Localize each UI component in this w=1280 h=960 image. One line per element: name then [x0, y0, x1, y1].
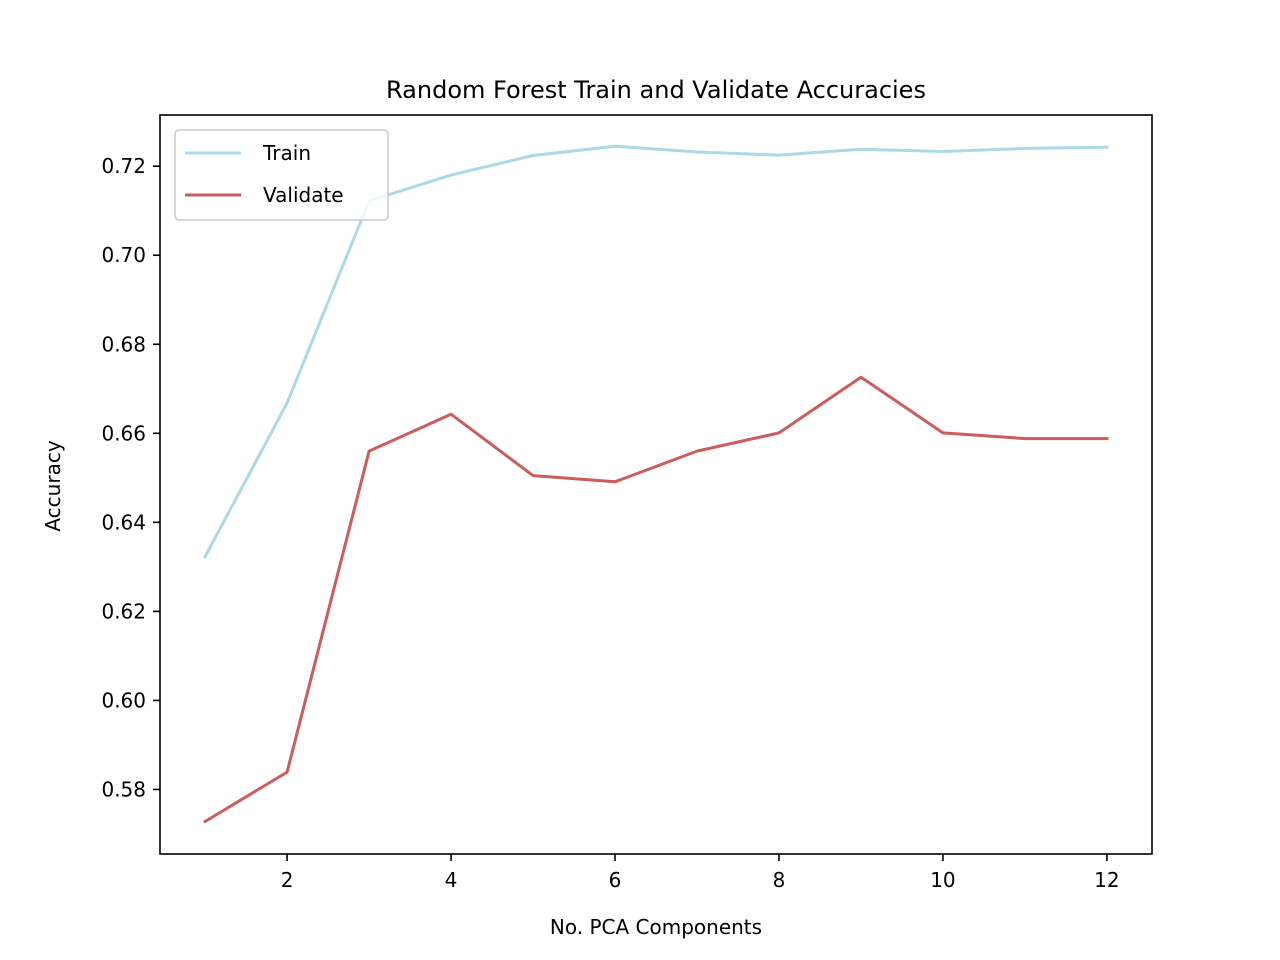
y-tick-label: 0.72: [101, 154, 146, 178]
legend: Train Validate: [174, 129, 389, 221]
x-tick-label: 8: [773, 868, 786, 892]
legend-label-train: Train: [262, 141, 311, 165]
axes-frame: [159, 114, 1153, 855]
y-tick-label: 0.58: [101, 777, 146, 801]
y-tick-label: 0.66: [101, 421, 146, 445]
y-tick-label: 0.60: [101, 688, 146, 712]
x-tick-label: 2: [281, 868, 294, 892]
x-tick-label: 12: [1094, 868, 1119, 892]
y-axis-label: Accuracy: [41, 440, 65, 531]
x-tick-label: 4: [445, 868, 458, 892]
chart-title: Random Forest Train and Validate Accurac…: [386, 76, 926, 104]
y-tick-label: 0.68: [101, 332, 146, 356]
series-line-validate: [203, 375, 1109, 824]
plot-area: 2 4 6 8 10 12 0.58 0.60 0.62 0.64 0.66 0.68 0.70 0.72…: [101, 114, 1153, 892]
x-tick-label: 6: [609, 868, 622, 892]
legend-label-validate: Validate: [263, 183, 344, 207]
x-tick-label: 10: [930, 868, 955, 892]
y-tick-label: 0.70: [101, 243, 146, 267]
series-line-train: [203, 144, 1109, 559]
x-axis-label: No. PCA Components: [550, 915, 762, 939]
y-tick-label: 0.62: [101, 599, 146, 623]
y-tick-label: 0.64: [101, 510, 146, 534]
